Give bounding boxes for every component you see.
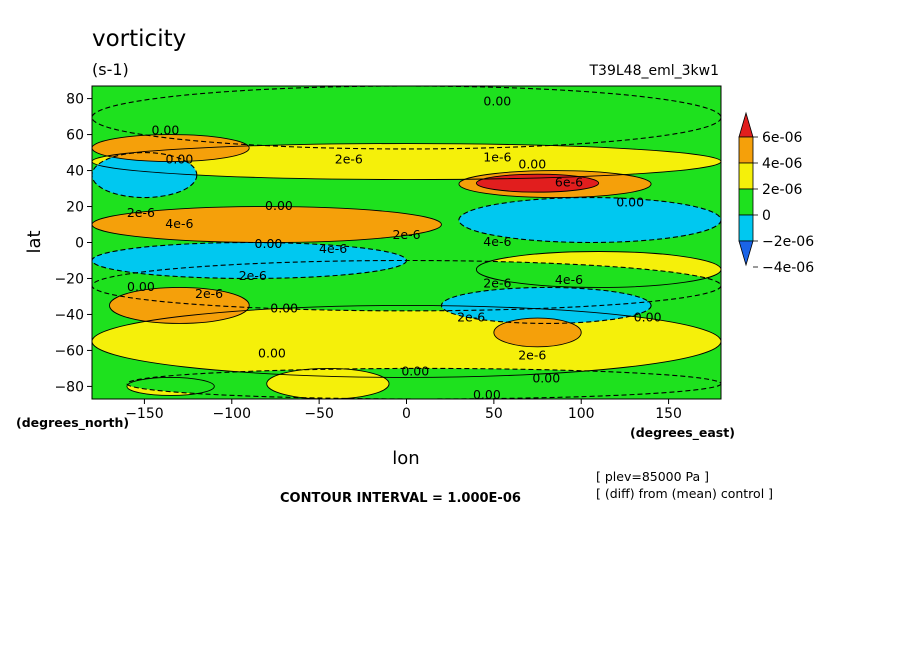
colorbar-swatch	[738, 214, 754, 242]
contour-value-label: 2e-6	[239, 268, 267, 283]
x-tick-label: −150	[125, 406, 163, 422]
contour-value-label: 2e-6	[457, 310, 485, 325]
contour-region	[458, 197, 721, 243]
contour-region	[441, 287, 652, 324]
contour-value-label: 4e-6	[319, 241, 347, 256]
y-tick-label: −20	[54, 271, 84, 287]
colorbar-swatch	[738, 188, 754, 216]
colorbar-label: 2e-06	[762, 182, 802, 198]
contour-region	[92, 152, 197, 198]
y-tick-label: 20	[66, 200, 84, 216]
y-unit-label: (degrees_north)	[16, 415, 129, 431]
y-tick-label: −40	[54, 307, 84, 323]
contour-region	[92, 86, 721, 149]
contour-value-label: 0.00	[401, 364, 429, 379]
y-tick-label: 60	[66, 128, 84, 144]
x-tick-label: −50	[304, 406, 334, 422]
contour-value-label: 1e-6	[483, 149, 511, 164]
colorbar-label: −2e-06	[762, 234, 814, 250]
colorbar-label: 4e-06	[762, 156, 802, 172]
contour-value-label: 0.00	[616, 194, 644, 209]
contour-line	[92, 206, 442, 243]
contour-value-label: 0.00	[127, 279, 155, 294]
y-tick-label: 80	[66, 92, 84, 108]
colorbar-top-arrow	[738, 111, 754, 138]
experiment-label: T39L48_eml_3kw1	[589, 63, 720, 79]
x-tick-label: 100	[568, 406, 595, 422]
contour-value-label: 0.00	[151, 122, 179, 137]
contour-value-label: 4e-6	[555, 272, 583, 287]
colorbar-label: 0	[762, 208, 771, 224]
contour-value-label: 2e-6	[518, 347, 546, 362]
contour-value-label: 4e-6	[483, 234, 511, 249]
contour-region	[266, 368, 390, 399]
contour-line	[458, 170, 652, 198]
colorbar-label: −4e-06	[762, 260, 814, 276]
contour-region	[92, 242, 407, 279]
contour-value-label: 2e-6	[127, 205, 155, 220]
contour-interval: CONTOUR INTERVAL = 1.000E-06	[280, 491, 521, 506]
contour-value-label: 4e-6	[165, 216, 193, 231]
units-label: (s-1)	[92, 60, 129, 79]
contour-value-label: 2e-6	[483, 275, 511, 290]
contour-line	[92, 152, 198, 199]
contour-value-label: 0.00	[165, 151, 193, 166]
contour-value-label: 0.00	[258, 346, 286, 361]
contour-value-label: 0.00	[634, 310, 662, 325]
y-axis-ticks: 80 60 40 20 0 −20 −40 −60 −80	[54, 92, 92, 395]
contour-value-label: 0.00	[255, 236, 283, 251]
x-tick-label: 150	[655, 406, 682, 422]
contour-value-label: 0.00	[265, 198, 293, 213]
contour-value-label: 0.00	[532, 371, 560, 386]
contour-line	[126, 376, 215, 396]
contour-value-label: 6e-6	[555, 175, 583, 190]
colorbar-bottom-arrow	[738, 240, 754, 267]
colorbar: 6e-06 4e-06 2e-06 0 −2e-06 −4e-06	[738, 111, 814, 276]
x-axis-ticks: −150 −100 −50 0 50 100 150	[125, 399, 682, 422]
x-tick-label: 0	[402, 406, 411, 422]
x-tick-label: 50	[485, 406, 503, 422]
contour-lines	[92, 86, 721, 399]
x-axis-label: lon	[392, 448, 419, 469]
y-tick-label: 0	[75, 236, 84, 252]
contour-value-label: 2e-6	[392, 227, 420, 242]
contour-line	[475, 173, 600, 193]
contour-line	[266, 367, 390, 399]
filled-contours	[92, 86, 721, 399]
contour-line	[92, 305, 721, 378]
contour-line	[109, 287, 250, 324]
contour-line	[92, 143, 721, 180]
contour-region	[92, 134, 250, 162]
chart-title: vorticity	[92, 26, 186, 52]
y-tick-label: 40	[66, 164, 84, 180]
contour-region	[92, 206, 442, 243]
colorbar-label: 6e-06	[762, 130, 802, 146]
contour-labels: 0.00 0.00 0.00 2e-6 1e-6 0.00 6e-6 0.00 2e-6 4e-6…	[127, 94, 662, 402]
contour-value-label: 2e-6	[195, 286, 223, 301]
difference-note: [ (diff) from (mean) control ]	[596, 486, 773, 501]
contour-line	[126, 367, 721, 399]
contour-line	[440, 286, 652, 324]
pressure-note: [ plev=85000 Pa ]	[596, 469, 709, 484]
contour-line	[475, 251, 721, 288]
colorbar-swatch	[738, 136, 754, 164]
x-tick-label: −100	[213, 406, 251, 422]
contour-region	[109, 287, 250, 324]
contour-value-label: 0.00	[483, 94, 511, 109]
contour-line	[493, 317, 582, 348]
y-axis-label: lat	[24, 230, 45, 253]
contour-value-label: 0.00	[270, 301, 298, 316]
contour-value-label: 0.00	[473, 387, 501, 402]
contour-value-label: 2e-6	[335, 151, 363, 166]
y-tick-label: −60	[54, 343, 84, 359]
contour-region	[493, 318, 582, 347]
colorbar-swatch	[738, 162, 754, 190]
contour-line	[92, 134, 250, 162]
y-tick-label: −80	[54, 379, 84, 395]
contour-value-label: 0.00	[518, 157, 546, 172]
x-unit-label: (degrees_east)	[630, 425, 735, 441]
